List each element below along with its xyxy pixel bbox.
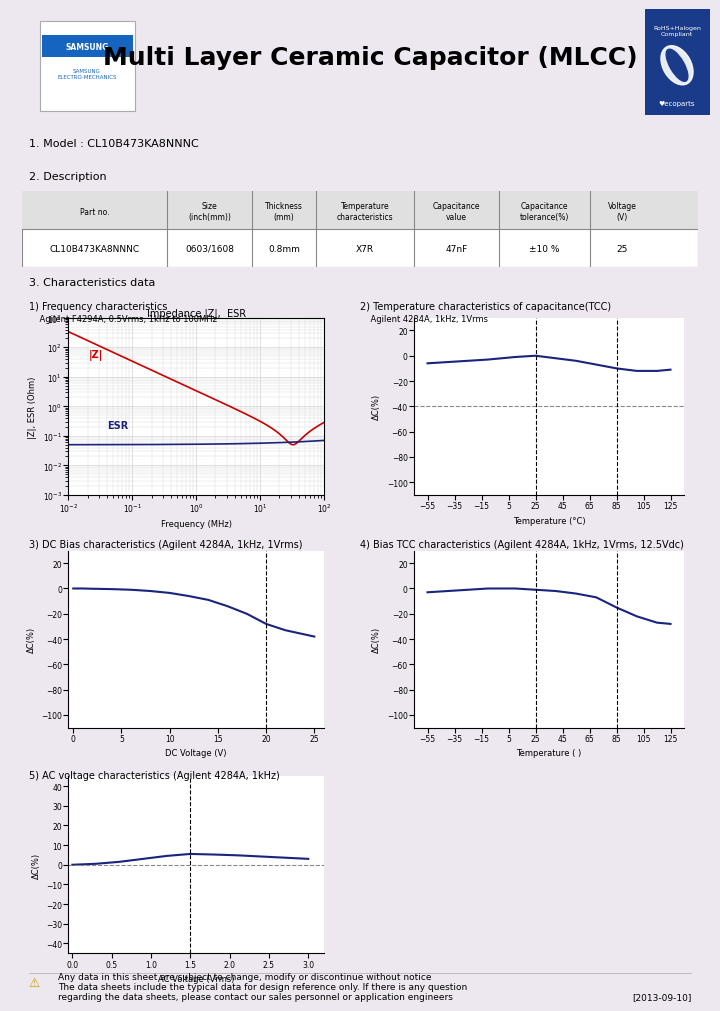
Text: Temperature
characteristics: Temperature characteristics: [337, 202, 393, 221]
Y-axis label: ΔC(%): ΔC(%): [32, 852, 40, 878]
Bar: [22, 192, 698, 231]
Y-axis label: ΔC(%): ΔC(%): [372, 627, 382, 652]
Text: 2. Description: 2. Description: [29, 172, 107, 182]
Text: Agilent F4294A, 0.5Vrms, 1kHz to 100MHz: Agilent F4294A, 0.5Vrms, 1kHz to 100MHz: [29, 314, 217, 324]
Text: Capacitance
value: Capacitance value: [433, 202, 480, 221]
Bar: [645, 10, 710, 116]
Y-axis label: ΔC(%): ΔC(%): [27, 627, 36, 652]
X-axis label: Temperature (°C): Temperature (°C): [513, 517, 585, 525]
Text: 25: 25: [616, 245, 628, 254]
Text: |Z|: |Z|: [89, 350, 103, 360]
Text: 1) Frequency characteristics: 1) Frequency characteristics: [29, 301, 167, 311]
Text: 0.8mm: 0.8mm: [268, 245, 300, 254]
Text: 1. Model : CL10B473KA8NNNC: 1. Model : CL10B473KA8NNNC: [29, 140, 199, 149]
Text: ESR: ESR: [107, 421, 128, 430]
Bar: [42, 36, 133, 59]
Text: Size
(inch(mm)): Size (inch(mm)): [188, 202, 231, 221]
X-axis label: Frequency (MHz): Frequency (MHz): [161, 520, 232, 529]
Text: SAMSUNG
ELECTRO-MECHANICS: SAMSUNG ELECTRO-MECHANICS: [58, 69, 117, 80]
Text: CL10B473KA8NNNC: CL10B473KA8NNNC: [49, 245, 140, 254]
Text: 0603/1608: 0603/1608: [185, 245, 234, 254]
Text: [2013-09-10]: [2013-09-10]: [632, 993, 691, 1001]
Text: ⚠: ⚠: [29, 977, 40, 989]
Text: RoHS+Halogen
Compliant: RoHS+Halogen Compliant: [653, 25, 701, 36]
Ellipse shape: [661, 47, 693, 86]
Text: 2) Temperature characteristics of capacitance(TCC): 2) Temperature characteristics of capaci…: [360, 301, 611, 311]
Text: X7R: X7R: [356, 245, 374, 254]
Text: 47nF: 47nF: [445, 245, 467, 254]
Text: Voltage
(V): Voltage (V): [608, 202, 636, 221]
Text: 4) Bias TCC characteristics (Agilent 4284A, 1kHz, 1Vrms, 12.5Vdc): 4) Bias TCC characteristics (Agilent 428…: [360, 540, 684, 550]
Text: Part no.: Part no.: [80, 207, 109, 216]
Text: 5) AC voltage characteristics (Agilent 4284A, 1kHz): 5) AC voltage characteristics (Agilent 4…: [29, 770, 279, 780]
Y-axis label: ΔC(%): ΔC(%): [372, 394, 382, 420]
Text: Thickness
(mm): Thickness (mm): [265, 202, 303, 221]
Title: Impedance |Z|,  ESR: Impedance |Z|, ESR: [147, 307, 246, 318]
Text: 3. Characteristics data: 3. Characteristics data: [29, 278, 156, 288]
Text: Capacitance
tolerance(%): Capacitance tolerance(%): [520, 202, 569, 221]
Y-axis label: |Z|, ESR (Ohm): |Z|, ESR (Ohm): [28, 376, 37, 438]
X-axis label: Temperature ( ): Temperature ( ): [516, 749, 582, 757]
Text: ♥ecoparts: ♥ecoparts: [659, 101, 696, 107]
Text: Any data in this sheet are subject to change, modify or discontinue without noti: Any data in this sheet are subject to ch…: [58, 973, 431, 981]
Text: regarding the data sheets, please contact our sales personnel or application eng: regarding the data sheets, please contac…: [58, 993, 452, 1001]
Text: ±10 %: ±10 %: [529, 245, 559, 254]
X-axis label: AC Voltage (Vrms): AC Voltage (Vrms): [158, 975, 235, 983]
Ellipse shape: [666, 51, 688, 82]
Text: The data sheets include the typical data for design reference only. If there is : The data sheets include the typical data…: [58, 983, 467, 991]
Text: Multi Layer Ceramic Capacitor (MLCC): Multi Layer Ceramic Capacitor (MLCC): [103, 47, 637, 70]
Text: 3) DC Bias characteristics (Agilent 4284A, 1kHz, 1Vrms): 3) DC Bias characteristics (Agilent 4284…: [29, 540, 302, 550]
X-axis label: DC Voltage (V): DC Voltage (V): [166, 749, 227, 757]
Bar: [40, 22, 135, 112]
Text: SAMSUNG: SAMSUNG: [66, 42, 109, 52]
Text: Agilent 4284A, 1kHz, 1Vrms: Agilent 4284A, 1kHz, 1Vrms: [360, 314, 488, 324]
